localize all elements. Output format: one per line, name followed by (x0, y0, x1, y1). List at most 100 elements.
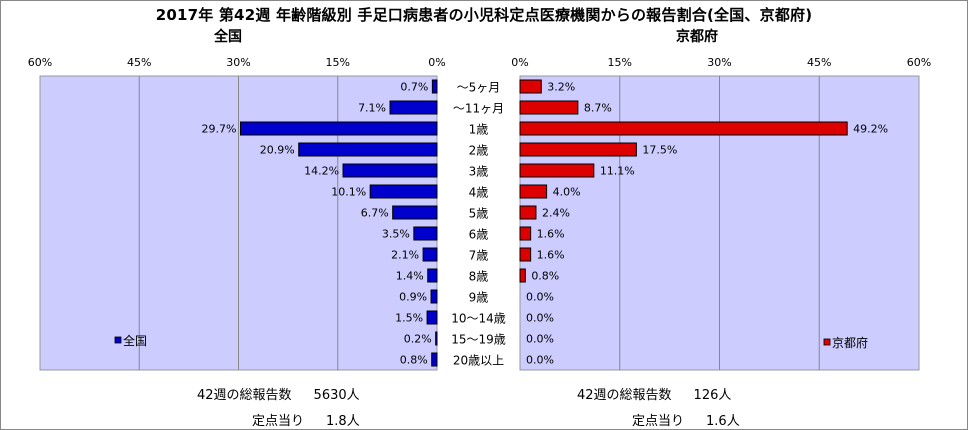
category-label: 8歳 (469, 270, 489, 284)
bar-kyoto (519, 268, 526, 283)
category-label: 20歳以上 (453, 354, 504, 368)
tick-label-national: 30% (226, 56, 250, 69)
bar-national (427, 268, 438, 283)
data-label-national: 1.4% (396, 270, 424, 283)
category-labels: ～5ヶ月 ～11ヶ月 1歳 2歳 3歳 4歳 5歳 6歳 7歳 8歳 9歳 10～14歳 15～19歳 2… (451, 81, 506, 368)
tick-label-national: 45% (127, 56, 151, 69)
category-label: ～5ヶ月 (457, 81, 501, 95)
national-per-label: 定点当り (252, 414, 305, 429)
category-label: ～11ヶ月 (453, 102, 504, 116)
category-label: 1歳 (469, 123, 489, 137)
data-labels: 0.7% 3.2% 7.1% 8.7% 29.7% 49.2% 20.9% 17.5% 14.2… (202, 81, 889, 367)
data-label-national: 14.2% (304, 165, 339, 178)
tick-label-kyoto: 60% (907, 56, 931, 69)
bar-national (435, 331, 438, 346)
kyoto-total-value: 126人 (693, 388, 732, 403)
category-label: 10～14歳 (451, 312, 506, 326)
panel-title-kyoto: 京都府 (676, 29, 718, 45)
category-label: 2歳 (469, 144, 489, 158)
data-label-kyoto: 8.7% (584, 102, 612, 115)
bar-national (298, 142, 438, 157)
bar-national (431, 79, 438, 94)
data-label-kyoto: 1.6% (537, 228, 565, 241)
data-label-national: 6.7% (361, 207, 389, 220)
bar-national (413, 226, 438, 241)
data-label-kyoto: 0.0% (526, 333, 554, 346)
data-label-kyoto: 3.2% (547, 81, 575, 94)
data-label-national: 0.9% (399, 291, 427, 304)
tick-label-national: 15% (326, 56, 350, 69)
kyoto-per-value: 1.6人 (706, 414, 740, 429)
tick-label-kyoto: 45% (807, 56, 831, 69)
bar-kyoto (519, 247, 532, 262)
legend-swatch-kyoto (823, 338, 831, 346)
bar-national (392, 205, 438, 220)
bar-national (426, 310, 438, 325)
data-label-national: 0.2% (404, 333, 432, 346)
data-label-national: 20.9% (260, 144, 295, 157)
national-per-value: 1.8人 (326, 414, 360, 429)
category-label: 15～19歳 (451, 333, 506, 347)
bar-national (342, 163, 438, 178)
bar-national (389, 100, 438, 115)
data-label-national: 29.7% (202, 123, 237, 136)
plot-backgrounds (39, 75, 920, 371)
data-label-kyoto: 0.0% (526, 312, 554, 325)
legend-label-national: 全国 (123, 333, 147, 348)
tick-label-kyoto: 15% (608, 56, 632, 69)
category-label: 5歳 (469, 207, 489, 221)
bar-national (430, 289, 438, 304)
bar-kyoto (519, 79, 542, 94)
bars (239, 79, 848, 367)
data-label-kyoto: 2.4% (542, 207, 570, 220)
bar-national (422, 247, 438, 262)
legend-swatch-national (114, 336, 122, 344)
bar-national (431, 352, 438, 367)
data-label-national: 3.5% (382, 228, 410, 241)
legend-label-kyoto: 京都府 (832, 335, 868, 350)
bar-kyoto (519, 226, 532, 241)
category-label: 9歳 (469, 291, 489, 305)
data-label-kyoto: 49.2% (853, 123, 888, 136)
bar-kyoto (519, 205, 537, 220)
category-label: 6歳 (469, 228, 489, 242)
bar-kyoto (519, 121, 848, 136)
data-label-national: 0.8% (400, 354, 428, 367)
tick-label-national: 60% (28, 56, 52, 69)
national-total-value: 5630人 (313, 388, 360, 403)
data-label-kyoto: 4.0% (553, 186, 581, 199)
national-total: 42週の総報告数 5630人 (197, 384, 360, 403)
national-total-label: 42週の総報告数 (197, 388, 292, 403)
category-label: 4歳 (469, 186, 489, 200)
data-label-national: 0.7% (400, 81, 428, 94)
bar-kyoto (519, 163, 595, 178)
kyoto-total: 42週の総報告数 126人 (577, 384, 731, 403)
legends: 全国 京都府 (114, 333, 868, 350)
chart-title: 2017年 第42週 年齢階級別 手足口病患者の小児科定点医療機関からの報告割合… (155, 6, 813, 24)
data-label-kyoto: 17.5% (642, 144, 677, 157)
category-label: 7歳 (469, 249, 489, 263)
data-label-national: 2.1% (391, 249, 419, 262)
data-label-national: 1.5% (395, 312, 423, 325)
bar-kyoto (519, 100, 579, 115)
tick-label-kyoto: 30% (707, 56, 731, 69)
axis-tick-labels: 60% 45% 30% 15% 0% 0% 15% 30% 45% 60% (28, 56, 931, 69)
data-label-kyoto: 11.1% (600, 165, 635, 178)
bar-kyoto (519, 142, 637, 157)
bar-national (239, 121, 438, 136)
category-label: 3歳 (469, 165, 489, 179)
tick-label-kyoto: 0% (511, 56, 528, 69)
panel-title-national: 全国 (214, 29, 242, 45)
kyoto-per-label: 定点当り (632, 414, 685, 429)
tick-label-national: 0% (428, 56, 445, 69)
data-label-kyoto: 0.0% (526, 354, 554, 367)
kyoto-total-label: 42週の総報告数 (577, 388, 672, 403)
data-label-kyoto: 0.8% (531, 270, 559, 283)
bar-national (369, 184, 438, 199)
data-label-kyoto: 0.0% (526, 291, 554, 304)
national-per-point: 定点当り 1.8人 (252, 410, 360, 429)
data-label-national: 10.1% (331, 186, 366, 199)
kyoto-per-point: 定点当り 1.6人 (632, 410, 740, 429)
data-label-kyoto: 1.6% (537, 249, 565, 262)
